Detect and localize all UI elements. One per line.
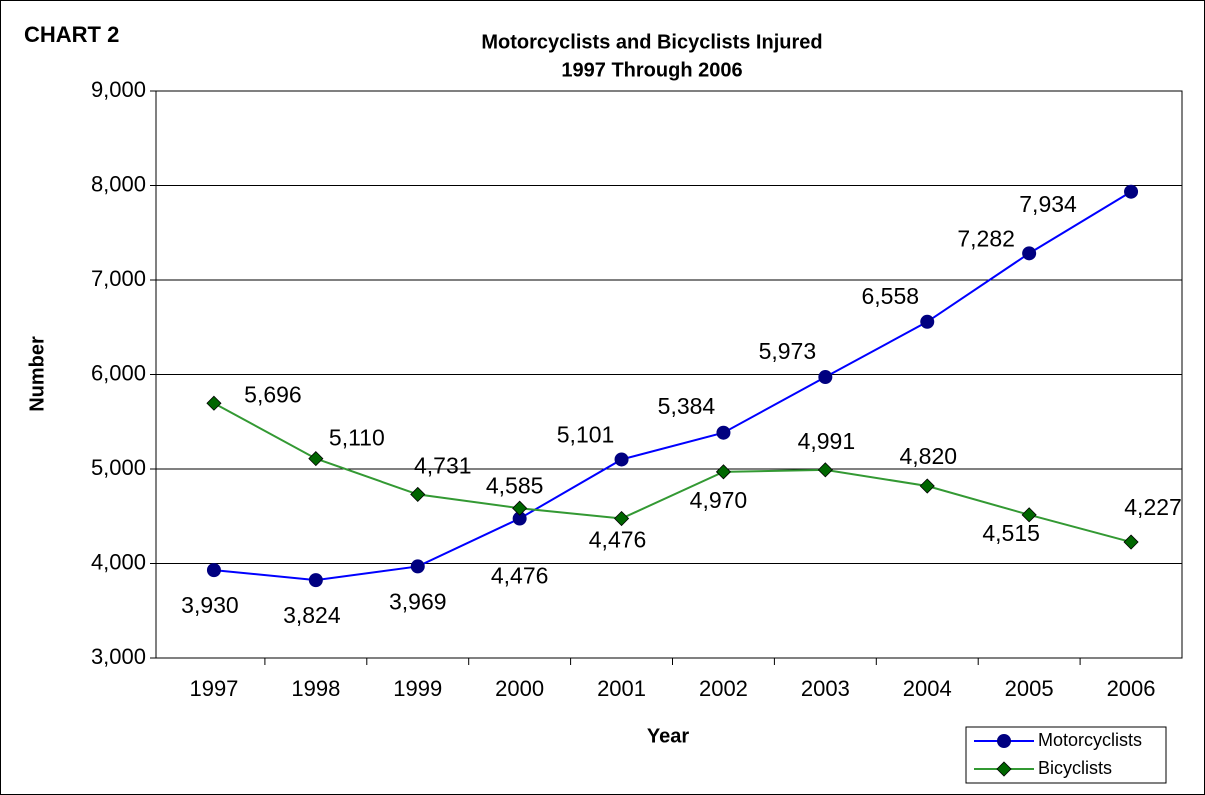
data-label: 7,282: [957, 225, 1015, 251]
marker: [410, 486, 426, 502]
marker: [206, 395, 222, 411]
marker: [817, 462, 833, 478]
marker: [919, 478, 935, 494]
marker: [614, 452, 629, 467]
marker: [997, 734, 1011, 748]
marker: [206, 563, 221, 578]
y-axis-label: Number: [26, 336, 48, 412]
data-label: 4,585: [486, 472, 544, 498]
marker: [818, 370, 833, 385]
x-tick-label: 2004: [903, 676, 952, 701]
data-label: 5,696: [244, 381, 302, 407]
data-label: 4,991: [798, 428, 856, 454]
marker: [920, 314, 935, 329]
data-label: 4,515: [982, 520, 1040, 546]
x-tick-label: 2002: [699, 676, 748, 701]
marker: [1124, 184, 1139, 199]
data-label: 3,824: [283, 602, 341, 628]
data-label: 5,110: [329, 425, 385, 451]
x-axis-label: Year: [647, 725, 689, 747]
data-label: 5,973: [759, 338, 817, 364]
data-label: 4,476: [491, 563, 549, 589]
legend-label: Bicyclists: [1038, 758, 1112, 778]
marker: [996, 761, 1012, 777]
marker: [715, 464, 732, 480]
marker: [410, 559, 425, 574]
y-tick-label: 3,000: [91, 644, 146, 669]
x-tick-label: 2001: [597, 676, 646, 701]
marker: [1022, 246, 1037, 261]
x-tick-label: 2003: [801, 676, 850, 701]
data-label: 3,969: [389, 589, 447, 615]
x-tick-label: 1999: [393, 676, 442, 701]
y-tick-label: 6,000: [91, 360, 146, 385]
y-tick-label: 9,000: [91, 77, 146, 102]
data-label: 5,384: [658, 393, 716, 419]
marker: [1021, 507, 1037, 523]
x-tick-label: 2000: [495, 676, 544, 701]
data-label: 7,934: [1019, 191, 1077, 217]
data-label: 4,476: [589, 527, 647, 553]
chart-subtitle: 1997 Through 2006: [561, 59, 742, 81]
data-label: 4,820: [899, 443, 957, 469]
marker: [1123, 534, 1139, 550]
data-label: 4,227: [1124, 494, 1182, 520]
marker: [308, 451, 324, 467]
y-tick-label: 8,000: [91, 171, 146, 196]
y-tick-label: 4,000: [91, 549, 146, 574]
series-line: [213, 402, 1132, 544]
legend-label: Motorcyclists: [1038, 730, 1142, 750]
chart-label: CHART 2: [24, 22, 119, 47]
marker: [308, 573, 323, 588]
data-label: 3,930: [181, 592, 239, 618]
series-line: [213, 190, 1132, 582]
x-tick-label: 1998: [291, 676, 340, 701]
marker: [613, 510, 630, 527]
chart-title: Motorcyclists and Bicyclists Injured: [481, 31, 822, 53]
marker: [512, 500, 528, 516]
x-tick-label: 2006: [1107, 676, 1156, 701]
y-tick-label: 7,000: [91, 266, 146, 291]
data-label: 5,101: [557, 422, 615, 448]
data-label: 4,970: [690, 487, 748, 513]
x-tick-label: 2005: [1005, 676, 1054, 701]
data-label: 6,558: [861, 283, 919, 309]
y-tick-label: 5,000: [91, 455, 146, 480]
marker: [716, 425, 731, 440]
x-tick-label: 1997: [189, 676, 238, 701]
data-label: 4,731: [414, 452, 472, 478]
